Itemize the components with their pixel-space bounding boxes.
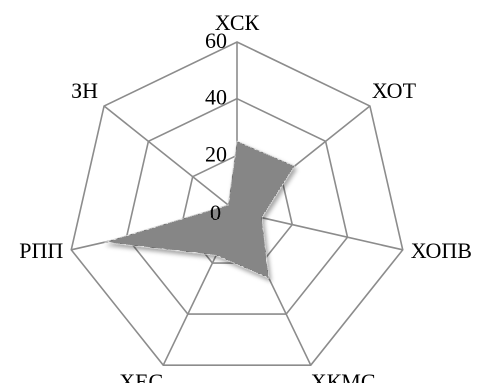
- axis-label-2: ХОПВ: [411, 238, 472, 263]
- axis-label-4: ХЕС: [119, 369, 163, 383]
- series-layer: [104, 140, 296, 280]
- tick-label: 20: [205, 141, 227, 166]
- tick-label: 60: [205, 28, 227, 53]
- axis-label-6: ЗН: [71, 78, 98, 103]
- radial-tick-labels: 60 40 20 0: [205, 28, 227, 225]
- grid-spoke: [103, 105, 238, 213]
- category-labels: ХСК ХОТ ХОПВ ХКМС ХЕС РПП ЗН: [19, 10, 472, 383]
- grid-spoke: [236, 211, 403, 251]
- tick-label: 0: [210, 200, 221, 225]
- axis-label-3: ХКМС: [311, 369, 376, 383]
- series-area: [104, 140, 296, 280]
- axis-label-1: ХОТ: [372, 78, 417, 103]
- axis-label-5: РПП: [19, 238, 63, 263]
- grid-ring-60: [70, 41, 404, 366]
- tick-label: 40: [205, 85, 227, 110]
- grid-ring-40: [125, 97, 349, 315]
- axis-label-0: ХСК: [215, 10, 260, 35]
